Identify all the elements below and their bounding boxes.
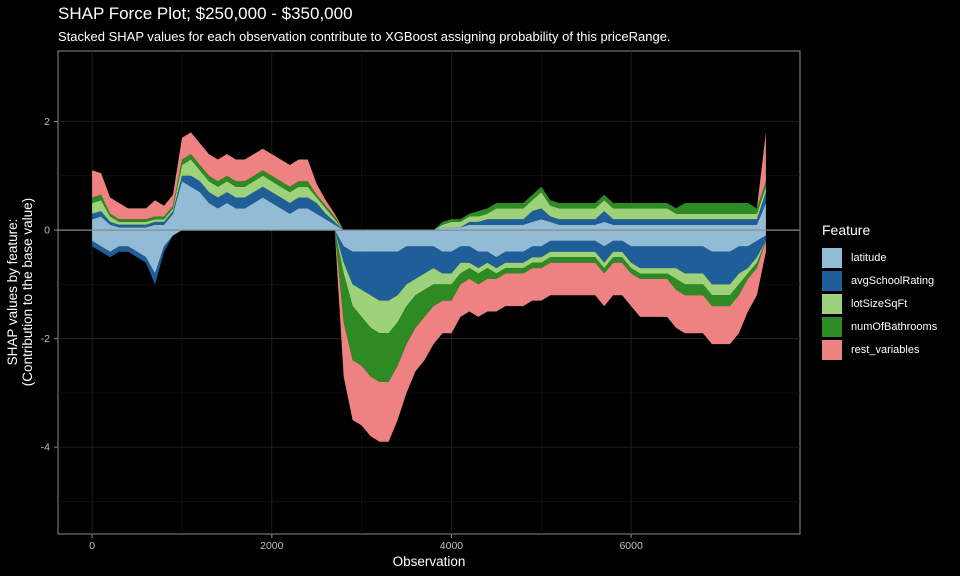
legend-label: lotSizeSqFt xyxy=(851,297,908,310)
legend-swatch xyxy=(822,270,842,291)
y-axis-title: SHAP values by feature:(Contribution to … xyxy=(5,198,35,386)
tick-layer: 0 2000 4000 6000 2 0 -2 -4 xyxy=(41,116,643,552)
legend-label: latitude xyxy=(851,251,887,264)
legend-item-avgSchoolRating: avgSchoolRating xyxy=(822,269,937,292)
y-tick-label: 2 xyxy=(44,116,50,128)
y-axis-title-line: (Contribution to the base value) xyxy=(20,198,35,386)
x-tick-label: 2000 xyxy=(260,540,284,552)
y-tick-label: 0 xyxy=(44,225,50,237)
legend-label: numOfBathrooms xyxy=(851,320,938,333)
series-numOfBathrooms-positive xyxy=(92,154,766,231)
x-tick-label: 6000 xyxy=(619,540,643,552)
legend-swatch xyxy=(822,247,842,268)
x-axis-title: Observation xyxy=(393,554,466,569)
area-layer xyxy=(92,132,766,442)
legend-item-lotSizeSqFt: lotSizeSqFt xyxy=(822,292,937,315)
series-rest_variables-negative xyxy=(92,230,766,442)
y-tick-label: -4 xyxy=(41,442,50,454)
series-latitude-negative xyxy=(92,230,766,274)
series-lotSizeSqFt-positive xyxy=(92,159,766,231)
legend-swatch xyxy=(822,316,842,337)
x-tick-label: 0 xyxy=(89,540,95,552)
series-avgSchoolRating-negative xyxy=(92,230,766,301)
series-rest_variables-positive xyxy=(92,132,766,231)
x-tick-label: 4000 xyxy=(440,540,464,552)
chart-title: SHAP Force Plot; $250,000 - $350,000 xyxy=(58,4,353,23)
legend-label: avgSchoolRating xyxy=(851,274,935,287)
legend-label: rest_variables xyxy=(851,343,920,356)
y-tick-label: -2 xyxy=(41,333,50,345)
legend-title: Feature xyxy=(822,222,871,238)
y-axis-title-line: SHAP values by feature: xyxy=(5,219,20,366)
series-numOfBathrooms-negative xyxy=(92,230,766,382)
series-lotSizeSqFt-negative xyxy=(92,230,766,334)
legend-item-numOfBathrooms: numOfBathrooms xyxy=(822,315,937,338)
chart-subtitle: Stacked SHAP values for each observation… xyxy=(58,29,671,44)
legend-item-latitude: latitude xyxy=(822,246,937,269)
legend: Feature latitude avgSchoolRating lotSizeSq… xyxy=(822,222,937,361)
legend-item-rest_variables: rest_variables xyxy=(822,338,937,361)
legend-swatch xyxy=(822,339,842,360)
legend-items: latitude avgSchoolRating lotSizeSqFt numOfB… xyxy=(822,246,937,361)
series-avgSchoolRating-positive xyxy=(92,175,766,231)
legend-swatch xyxy=(822,293,842,314)
series-latitude-positive xyxy=(92,181,766,231)
